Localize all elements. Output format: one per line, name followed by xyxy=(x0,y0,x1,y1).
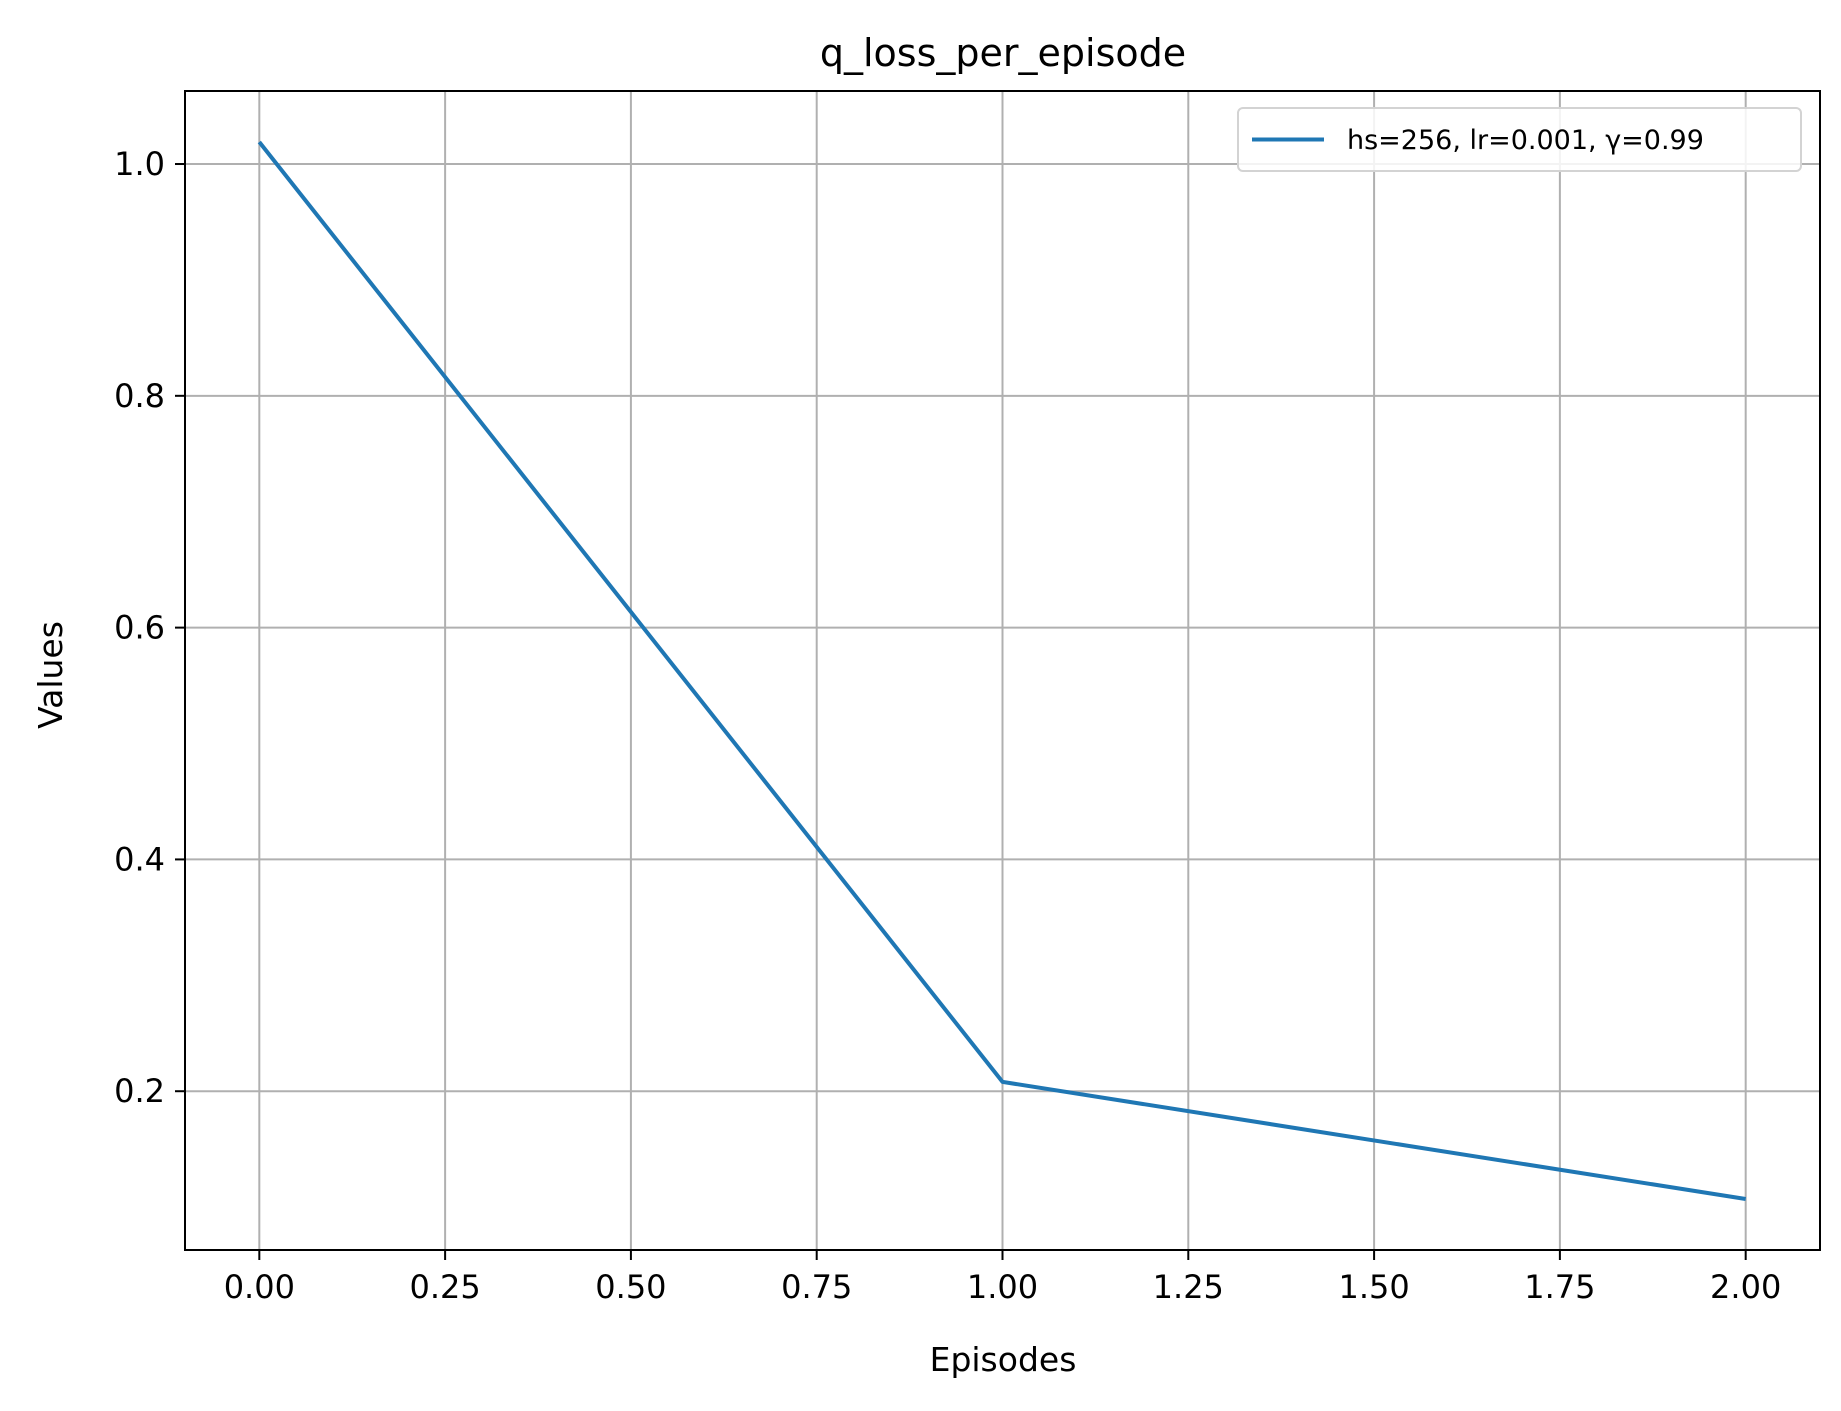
y-tick-label: 0.6 xyxy=(114,609,165,647)
legend-label: hs=256, lr=0.001, γ=0.99 xyxy=(1347,125,1704,156)
x-axis: 0.00 0.25 0.50 0.75 1.00 1.25 1.50 1.75 2.00 xyxy=(224,1250,1781,1306)
series-line xyxy=(257,140,1747,1201)
x-tick-label: 2.00 xyxy=(1710,1268,1781,1306)
x-tick-label: 1.50 xyxy=(1338,1268,1409,1306)
x-tick-label: 1.75 xyxy=(1524,1268,1595,1306)
x-tick-label: 0.00 xyxy=(224,1268,295,1306)
x-tick-label: 0.50 xyxy=(595,1268,666,1306)
y-tick-label: 1.0 xyxy=(114,145,165,183)
legend-box xyxy=(1237,107,1802,172)
y-axis: 0.2 0.4 0.6 0.8 1.0 xyxy=(114,145,185,1110)
y-axis-label: Values xyxy=(31,621,70,729)
x-axis-label: Episodes xyxy=(930,1340,1077,1379)
y-tick-label: 0.2 xyxy=(114,1072,165,1110)
chart-title: q_loss_per_episode xyxy=(820,31,1186,75)
x-tick-label: 0.75 xyxy=(781,1268,852,1306)
series-layer xyxy=(257,140,1747,1201)
x-tick-label: 1.00 xyxy=(967,1268,1038,1306)
y-tick-label: 0.8 xyxy=(114,377,165,415)
legend: hs=256, lr=0.001, γ=0.99 xyxy=(1237,107,1802,172)
x-tick-label: 1.25 xyxy=(1153,1268,1224,1306)
x-tick-label: 0.25 xyxy=(409,1268,480,1306)
y-tick-label: 0.4 xyxy=(114,840,165,878)
